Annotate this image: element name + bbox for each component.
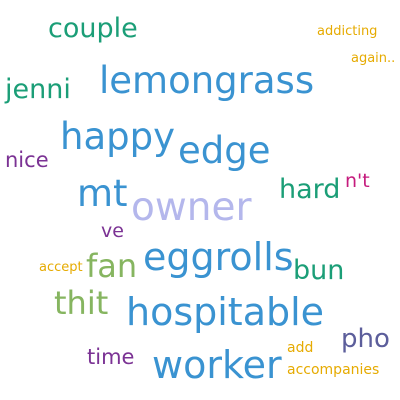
word-jenni: jenni xyxy=(5,74,71,105)
word-couple: couple xyxy=(48,13,138,44)
word-mt: mt xyxy=(77,172,128,215)
word-lemongrass: lemongrass xyxy=(99,59,315,102)
word-bun: bun xyxy=(293,255,345,286)
word-worker: worker xyxy=(152,343,282,387)
word-accompanies: accompanies xyxy=(287,362,380,378)
word-thit: thit xyxy=(54,284,109,322)
word-edge: edge xyxy=(178,129,271,172)
word-ve: ve xyxy=(101,220,124,242)
word-pho: pho xyxy=(341,324,390,354)
word-nice: nice xyxy=(5,148,49,172)
word-again: again.. xyxy=(351,51,396,66)
word-happy: happy xyxy=(60,115,175,158)
word-nt: n't xyxy=(345,170,370,192)
word-hard: hard xyxy=(279,174,341,205)
word-owner: owner xyxy=(131,185,252,230)
word-add: add xyxy=(287,340,314,356)
word-hospitable: hospitable xyxy=(126,290,325,334)
word-eggrolls: eggrolls xyxy=(143,235,294,279)
word-time: time xyxy=(87,345,135,369)
word-fan: fan xyxy=(86,247,138,285)
word-accept: accept xyxy=(39,260,83,275)
word-addicting: addicting xyxy=(317,24,378,39)
